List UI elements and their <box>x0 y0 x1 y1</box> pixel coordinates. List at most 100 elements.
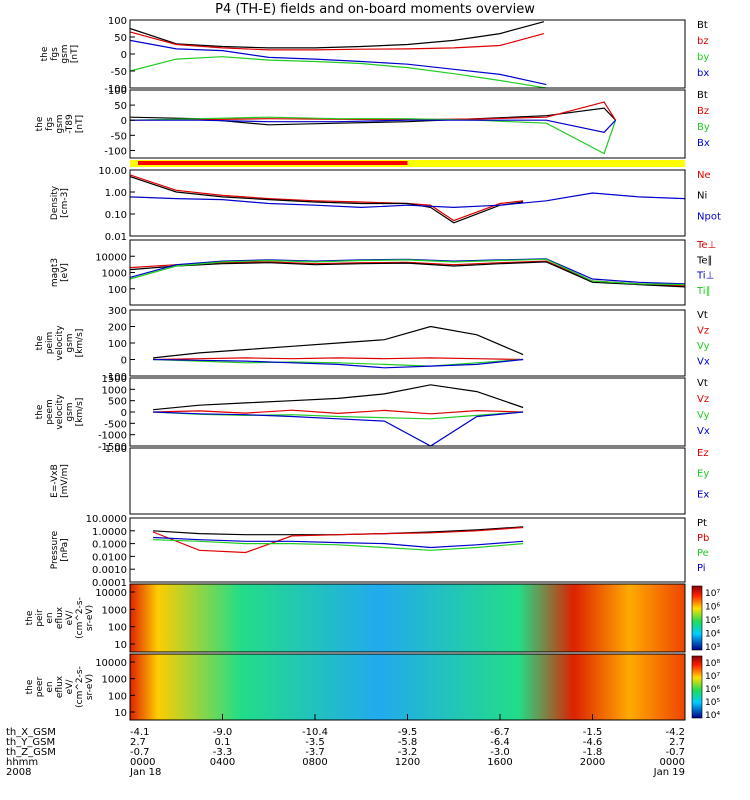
x-tick-label: 2000 <box>580 757 605 768</box>
legend-Vx: Vx <box>697 426 710 437</box>
y-tick-label: 500 <box>108 397 127 408</box>
y-tick-label: 1000 <box>102 605 127 616</box>
x-tick-label: -9.5 <box>398 727 418 738</box>
x-tick-label: -6.4 <box>490 737 510 748</box>
y-tick-label: 0 <box>121 408 127 419</box>
chart-title: P4 (TH-E) fields and on-board moments ov… <box>215 2 535 17</box>
legend-bz: bz <box>697 36 709 47</box>
legend-Pb: Pb <box>697 533 709 544</box>
y-axis-label: velocity <box>55 325 65 361</box>
y-tick-label: 100 <box>108 285 127 296</box>
x-tick-label: 2.7 <box>669 737 685 748</box>
panel-temperature <box>129 239 686 306</box>
legend-Vt: Vt <box>697 378 708 389</box>
panel-frame <box>129 169 686 237</box>
panel-fgs-t89 <box>129 89 686 159</box>
y-tick-label: 50 <box>114 33 127 44</box>
x-tick-label: -6.7 <box>490 727 510 738</box>
series-line-Vz <box>153 357 524 361</box>
panel-frame <box>129 447 686 515</box>
legend-Vt: Vt <box>697 310 708 321</box>
y-tick-label: 10000 <box>95 252 127 263</box>
y-axis-label: sr-eV) <box>85 674 95 700</box>
series-line-Npot <box>129 192 686 209</box>
y-tick-label: 1000 <box>102 269 127 280</box>
legend-By: By <box>697 122 710 133</box>
colorbar-tick-label: 10³ <box>705 643 720 653</box>
y-tick-label: 0 <box>121 50 127 61</box>
legend-Ez: Ez <box>697 448 709 459</box>
y-axis-label: peir <box>35 609 45 627</box>
legend-Bx: Bx <box>697 138 710 149</box>
panel-pressure <box>129 517 686 583</box>
colorbar-tick-label: 10⁷ <box>705 589 720 599</box>
legend-Pi: Pi <box>697 563 706 574</box>
series-line-Pi <box>153 536 524 549</box>
series-line-Bx <box>130 119 617 133</box>
y-tick-label: -100 <box>104 372 127 383</box>
panel-peem-velocity <box>129 377 686 447</box>
y-axis-label: (cm^2-s- <box>75 597 85 639</box>
y-tick-label: 10 <box>114 640 127 651</box>
y-tick-label: 10000 <box>95 588 127 599</box>
y-axis-label: eflux <box>55 675 65 698</box>
y-tick-label: 0.0001 <box>92 578 127 589</box>
series-line-Ti∥ <box>129 258 686 286</box>
panel-efield <box>129 447 686 515</box>
panel-density <box>129 169 686 237</box>
series-line-Te∥ <box>129 261 686 288</box>
y-tick-label: -100 <box>104 146 127 157</box>
y-tick-label: 1500 <box>102 374 127 385</box>
colorbar-tick-label: 10⁷ <box>705 672 720 682</box>
y-tick-label: 0.0100 <box>92 552 127 563</box>
y-axis-label: gsm <box>60 44 70 63</box>
y-tick-label: 200 <box>108 323 127 334</box>
series-line-Vx <box>153 358 524 369</box>
y-tick-label: -100 <box>104 84 127 95</box>
legend-Ex: Ex <box>697 489 709 500</box>
y-axis-label: [nT] <box>75 115 85 133</box>
x-row-label: th_X_GSM <box>6 727 56 738</box>
x-tick-label: -4.2 <box>665 727 685 738</box>
x-tick-label: 1600 <box>487 757 512 768</box>
y-tick-label: -500 <box>104 419 127 430</box>
y-axis-label: [cm-3] <box>60 188 70 218</box>
series-line-Bz <box>129 101 617 121</box>
panel-frame <box>129 89 686 159</box>
x-tick-label: 0000 <box>130 757 155 768</box>
y-tick-label: 50 <box>114 101 127 112</box>
colorbar-peir-efflux <box>691 585 703 651</box>
spectrogram-peir-efflux <box>130 584 685 652</box>
x-tick-label: -0.7 <box>665 747 685 758</box>
x-row-label: th_Z_GSM <box>6 747 56 758</box>
x-tick-label: 0800 <box>302 757 327 768</box>
y-axis-label: eV/ <box>65 679 75 695</box>
x-tick-label: -3.2 <box>398 747 418 758</box>
x-tick-label: 0.1 <box>215 737 231 748</box>
colorbar-tick-label: 10⁸ <box>705 659 720 669</box>
x-tick-label: -4.1 <box>130 727 150 738</box>
legend-by: by <box>697 52 709 63</box>
x-tick-label: -9.0 <box>213 727 233 738</box>
series-line-bz <box>129 31 545 51</box>
y-tick-label: -1500 <box>98 442 127 453</box>
series-line-Vt <box>153 384 524 411</box>
y-axis-label: the <box>35 404 45 419</box>
y-tick-label: 1000 <box>102 675 127 686</box>
y-axis-label: the <box>40 46 50 61</box>
colorbar-tick-label: 10⁶ <box>705 685 720 695</box>
series-line-Vy <box>153 358 524 367</box>
colorbar-tick-label: 10⁵ <box>705 698 720 708</box>
y-axis-label: Density <box>50 185 60 220</box>
legend-Ey: Ey <box>697 469 709 480</box>
panel-peir-efflux <box>129 583 703 653</box>
x-tick-label: Jan 19 <box>653 767 685 778</box>
x-tick-label: Jan 18 <box>129 767 161 778</box>
y-axis-label: eV/ <box>65 610 75 626</box>
x-tick-label: 0000 <box>660 757 685 768</box>
x-tick-label: -10.4 <box>302 727 328 738</box>
legend-Ti⊥: Ti⊥ <box>696 271 714 282</box>
colorbar-tick-label: 10⁴ <box>705 711 720 721</box>
y-axis-label: en <box>45 681 55 692</box>
y-tick-label: 300 <box>108 306 127 317</box>
